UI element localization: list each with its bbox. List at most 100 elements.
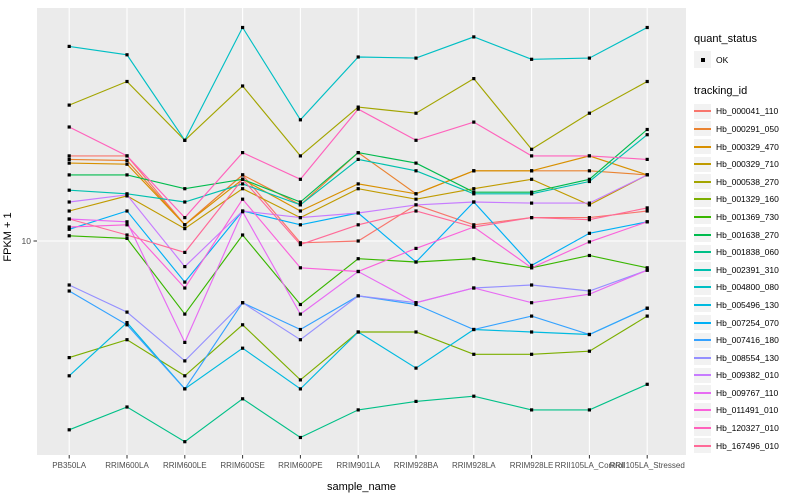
data-point (587, 177, 591, 181)
data-point (125, 236, 129, 240)
legend-line-icon (694, 127, 711, 130)
data-point (356, 211, 360, 215)
data-point (67, 374, 71, 378)
data-point (183, 216, 187, 220)
data-point (67, 356, 71, 360)
legend-label: Hb_001838_060 (716, 247, 779, 258)
data-point (587, 218, 591, 222)
data-point (241, 210, 245, 214)
legend-item-Hb_007416_180: Hb_007416_180 (694, 331, 798, 349)
data-point (414, 301, 418, 305)
data-point (472, 394, 476, 398)
legend-key-swatch (694, 420, 711, 436)
legend-key-swatch (694, 385, 711, 401)
data-point (125, 338, 129, 342)
data-point (241, 173, 245, 177)
legend-item-Hb_000329_470: Hb_000329_470 (694, 138, 798, 156)
data-point (67, 103, 71, 107)
data-point (298, 118, 302, 122)
data-point (298, 312, 302, 316)
legend-item-Hb_005496_130: Hb_005496_130 (694, 296, 798, 314)
data-point (414, 302, 418, 307)
data-point (67, 289, 71, 293)
data-point (183, 227, 187, 231)
point-marker-icon (700, 57, 705, 62)
data-point (67, 227, 71, 231)
data-point (645, 133, 649, 137)
data-point (530, 192, 534, 196)
data-point (645, 314, 649, 318)
legend-item-Hb_001838_060: Hb_001838_060 (694, 243, 798, 261)
data-point (183, 223, 187, 227)
data-point (183, 340, 187, 344)
data-point (67, 125, 71, 129)
data-point (414, 56, 418, 60)
data-point (414, 161, 418, 165)
legend-item-Hb_120327_010: Hb_120327_010 (694, 419, 798, 437)
data-point (356, 294, 360, 298)
legend-item-Hb_000329_710: Hb_000329_710 (694, 155, 798, 173)
data-point (587, 179, 591, 184)
data-point (183, 359, 187, 363)
data-point (645, 206, 649, 210)
data-point (530, 283, 534, 287)
data-point (356, 239, 360, 243)
legend-item-ok: OK (694, 51, 798, 69)
legend-line-icon (694, 321, 711, 324)
data-point (414, 111, 418, 115)
data-point (530, 57, 534, 61)
data-point (125, 405, 129, 409)
data-point (356, 223, 360, 227)
data-point (241, 397, 245, 401)
data-point (125, 323, 129, 327)
data-point (645, 266, 649, 270)
data-point (241, 301, 245, 305)
legend-label: Hb_011491_010 (716, 405, 779, 416)
legend: quant_status OK tracking_id Hb_000041_11… (694, 33, 798, 454)
data-point (645, 268, 649, 272)
legend-line-icon (694, 268, 711, 271)
data-point (298, 266, 302, 270)
data-point (587, 349, 591, 353)
data-point (298, 338, 302, 342)
data-point (530, 201, 534, 205)
data-point (67, 173, 71, 177)
legend-key-swatch (694, 227, 711, 243)
legend-label: Hb_001369_730 (716, 211, 779, 222)
data-point (356, 107, 360, 111)
data-point (241, 177, 245, 181)
data-point (530, 147, 534, 151)
data-point (587, 56, 591, 60)
legend-label: Hb_001638_270 (716, 229, 779, 240)
legend-key-swatch (694, 156, 711, 172)
data-point (125, 158, 129, 163)
data-point (587, 253, 591, 258)
data-point (472, 352, 476, 356)
data-point (298, 387, 302, 391)
data-point (125, 154, 129, 158)
data-point (125, 223, 129, 227)
data-point (125, 321, 129, 325)
legend-label: Hb_005496_130 (716, 299, 779, 310)
legend-item-Hb_167496_010: Hb_167496_010 (694, 437, 798, 455)
legend-item-Hb_001638_270: Hb_001638_270 (694, 226, 798, 244)
legend-label: Hb_007254_070 (716, 317, 779, 328)
data-point (183, 440, 187, 444)
data-point (530, 408, 534, 412)
data-point (356, 182, 360, 186)
legend-label: Hb_004800_080 (716, 282, 779, 293)
data-point (183, 187, 187, 191)
legend-key-swatch (694, 438, 711, 454)
data-point (298, 243, 302, 247)
data-point (587, 408, 591, 412)
legend-line-icon (694, 233, 711, 236)
legend-key-swatch (694, 315, 711, 331)
data-point (530, 177, 534, 181)
data-point (125, 162, 129, 166)
data-point (645, 173, 649, 177)
legend-key-swatch (694, 279, 711, 295)
legend-item-Hb_009382_010: Hb_009382_010 (694, 367, 798, 385)
legend-line-icon (694, 356, 711, 359)
legend-line-icon (694, 145, 711, 148)
